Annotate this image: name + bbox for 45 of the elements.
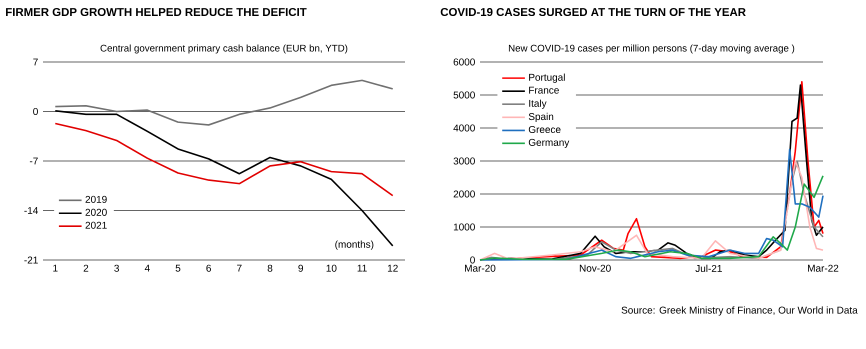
y-tick-label: 0 [33, 108, 38, 116]
x-tick-label: Mar-20 [465, 264, 496, 272]
y-tick-label: -14 [24, 207, 38, 214]
y-tick-label: 3000 [454, 157, 475, 165]
chart-subtitle: Central government primary cash balance (EUR bn, YTD) [100, 44, 348, 54]
y-tick-label: 4000 [453, 124, 475, 132]
x-tick-label: 3 [114, 264, 119, 272]
x-tick-label: 8 [268, 264, 272, 272]
source-note: Source: Greek Ministry of Finance, Our World in Data [622, 306, 858, 316]
x-tick-label: 6 [206, 264, 211, 272]
chart-title: FIRMER GDP GROWTH HELPED REDUCE THE DEFICIT [6, 8, 307, 16]
line-series [54, 122, 394, 196]
legend-label: France [529, 86, 559, 94]
legend-label: Spain [528, 112, 554, 122]
legend-label: Portugal [529, 74, 565, 83]
x-tick-label: 2 [84, 264, 88, 272]
legend-label: Greece [528, 126, 561, 134]
x-tick-label: 4 [144, 264, 150, 272]
annotation: (months) [335, 240, 374, 250]
x-tick-label: 5 [176, 264, 180, 272]
y-tick-label: 5000 [454, 91, 475, 99]
legend-label: 2020 [86, 208, 107, 216]
chart-subtitle: New COVID-19 cases per million persons (7-day moving average ) [508, 44, 794, 54]
legend-label: Germany [528, 138, 570, 148]
legend-label: 2019 [86, 196, 107, 203]
x-tick-label: 7 [237, 264, 242, 272]
line-series [54, 80, 394, 126]
legend-label: 2021 [86, 222, 107, 229]
chart-title: COVID-19 CASES SURGED AT THE TURN OF THE YEAR [440, 8, 746, 16]
x-tick-label: 10 [326, 264, 337, 272]
y-tick-label: 7 [33, 58, 38, 66]
legend-label: Italy [529, 100, 547, 109]
y-tick-label: 6000 [454, 58, 475, 66]
x-tick-label: 9 [298, 264, 303, 272]
y-tick-label: 0 [470, 256, 475, 264]
x-tick-label: Mar-22 [808, 264, 838, 272]
y-tick-label: 2000 [454, 190, 475, 198]
y-tick-label: -7 [30, 158, 38, 164]
x-tick-label: Nov-20 [580, 264, 611, 272]
x-tick-label: 1 [53, 264, 58, 272]
x-tick-label: Jul-21 [695, 264, 722, 272]
y-tick-label: 1000 [454, 223, 475, 231]
y-tick-label: -21 [24, 256, 38, 264]
x-tick-label: 12 [388, 264, 398, 272]
x-tick-label: 11 [358, 264, 367, 272]
